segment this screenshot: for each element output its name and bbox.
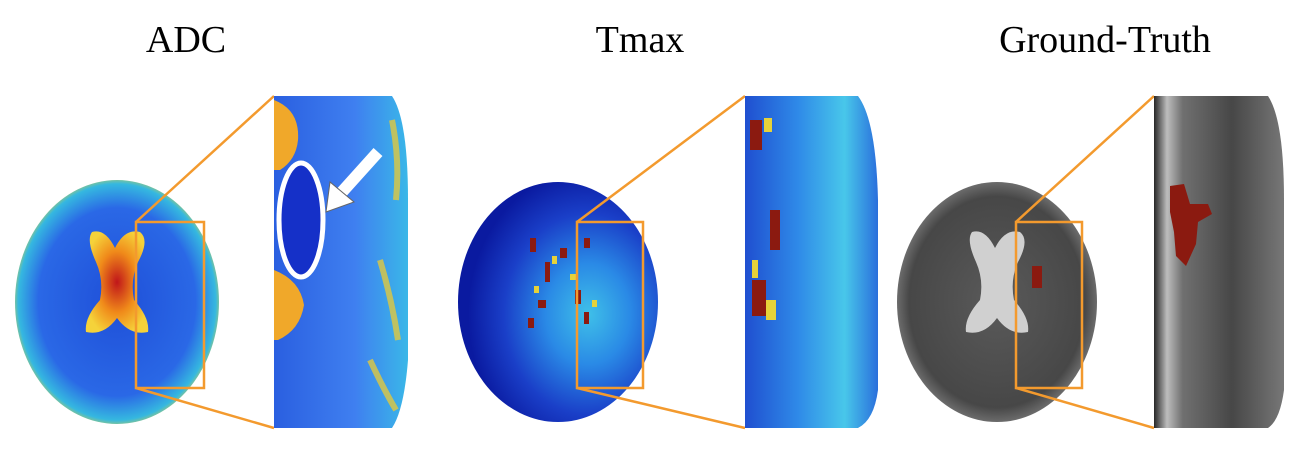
adc-zoom-sulci [367,119,401,412]
tmax-zoom-hotspots [750,118,780,320]
adc-zoom-ventricle-edge [274,100,299,170]
ground-truth-panel [897,95,1284,430]
tmax-callout-line-bottom [576,386,746,430]
adc-panel-title: ADC [145,19,227,61]
tmax-panel-title: Tmax [595,19,685,61]
gt-ventricles [965,231,1029,333]
adc-roi-box [134,220,206,390]
adc-callout-line-top [135,95,275,223]
adc-lesion-marker-ellipse [276,160,326,280]
adc-callout-line-bottom [135,386,275,430]
ground-truth-panel-title: Ground-Truth [999,19,1211,61]
gt-zoom-view [1154,96,1284,428]
tmax-zoom-view [745,96,878,428]
adc-zoom-ventricle-lower [274,270,304,340]
adc-arrow-icon [325,147,383,213]
adc-panel [15,95,408,430]
gt-callout-line-bottom [1015,386,1155,430]
gt-callout-line-top [1015,95,1155,223]
adc-ventricles [85,231,149,333]
tmax-brain-slice [458,182,658,422]
gt-roi-box [1014,220,1084,390]
tmax-callout-line-top [576,95,746,223]
gt-lesion-mask-small [1032,266,1042,288]
tmax-roi-box [575,220,645,390]
tmax-panel [458,95,878,430]
tmax-yellow-spots [534,256,597,307]
gt-lesion-mask-zoom [1170,184,1212,266]
